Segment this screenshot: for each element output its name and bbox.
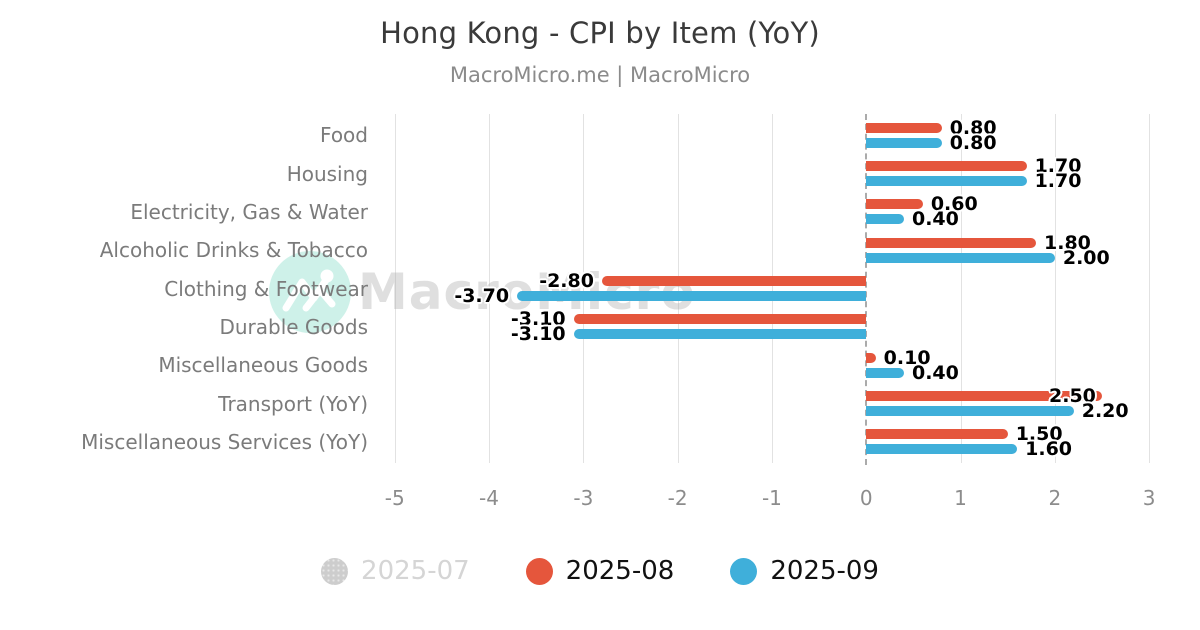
value-label: -2.80 (539, 270, 594, 292)
bar-2025-08-4[interactable] (602, 276, 867, 286)
value-label: 2.00 (1062, 246, 1110, 269)
bar-2025-08-5[interactable] (573, 314, 867, 325)
value-label: 0.40 (911, 208, 959, 231)
gridline (1149, 114, 1151, 463)
value-label: 0.60 (930, 193, 978, 216)
gridline (960, 114, 962, 463)
legend-item-2025-09[interactable]: 2025-09 (730, 556, 879, 586)
value-label: 1.70 (1034, 170, 1082, 192)
x-axis-tick-label: 0 (859, 486, 873, 510)
gridline (677, 114, 679, 463)
bar-2025-09-0[interactable] (866, 137, 942, 148)
value-label: 1.70 (1034, 155, 1082, 177)
legend-item-2025-08[interactable]: 2025-08 (525, 556, 675, 586)
gridline (583, 114, 585, 463)
legend-dot-icon (321, 557, 349, 585)
bar-2025-08-2[interactable] (866, 199, 923, 210)
value-label: 0.40 (911, 361, 959, 384)
chart-subtitle: MacroMicro.me | MacroMicro (449, 63, 751, 87)
value-label: 0.80 (949, 131, 997, 154)
bar-2025-09-2[interactable] (866, 214, 904, 225)
value-label: 2.20 (1081, 400, 1129, 422)
legend-label: 2025-08 (565, 556, 675, 586)
x-axis-tick-label: -3 (573, 486, 594, 510)
chart-title: Hong Kong - CPI by Item (YoY) (380, 16, 820, 50)
bar-2025-09-6[interactable] (866, 367, 904, 378)
x-axis-tick-label: -4 (479, 486, 499, 510)
category-label: Transport (YoY) (218, 391, 368, 416)
value-label: 2.50 (1049, 385, 1096, 407)
legend-item-2025-07[interactable]: 2025-07 (321, 556, 470, 586)
legend-label: 2025-07 (361, 556, 470, 586)
bar-2025-09-7[interactable] (866, 406, 1074, 416)
legend-dot-icon (730, 557, 758, 585)
value-label: 0.10 (883, 346, 931, 369)
bar-2025-08-1[interactable] (866, 161, 1027, 171)
gridline (394, 114, 396, 463)
bar-2025-08-3[interactable] (866, 237, 1036, 248)
zero-gridline (865, 114, 868, 465)
value-label: -3.70 (454, 285, 510, 307)
value-label: -3.10 (510, 308, 566, 331)
gridline (771, 114, 773, 463)
category-label: Electricity, Gas & Water (130, 199, 368, 224)
x-axis-tick-label: -2 (667, 486, 688, 510)
bar-2025-08-0[interactable] (866, 122, 942, 133)
value-label: 1.80 (1044, 231, 1091, 254)
legend-label: 2025-09 (770, 556, 879, 586)
legend: 2025-07 2025-08 2025-09 (0, 548, 1200, 594)
bar-2025-08-8[interactable] (866, 429, 1008, 440)
value-label: 1.60 (1025, 438, 1073, 461)
bar-2025-09-5[interactable] (573, 329, 867, 340)
category-label: Miscellaneous Goods (158, 353, 368, 378)
gridline (1054, 114, 1056, 463)
category-label: Housing (286, 161, 368, 186)
bar-2025-08-6[interactable] (866, 352, 876, 363)
value-label: 0.80 (949, 116, 997, 139)
x-axis-tick-label: 3 (1142, 486, 1156, 510)
x-axis-tick-label: -5 (384, 486, 405, 510)
x-axis-tick-label: -1 (761, 486, 782, 510)
value-label: -3.10 (510, 323, 566, 346)
bar-2025-09-4[interactable] (517, 291, 867, 301)
value-label: 1.50 (1015, 423, 1063, 446)
bar-2025-09-8[interactable] (866, 444, 1018, 455)
gridline (489, 114, 491, 463)
category-label: Durable Goods (219, 314, 368, 339)
category-label: Clothing & Footwear (164, 276, 368, 301)
bar-2025-09-3[interactable] (866, 252, 1055, 263)
bar-2025-09-1[interactable] (866, 176, 1027, 186)
legend-dot-icon (525, 557, 553, 585)
x-axis-tick-label: 1 (954, 486, 967, 510)
category-label: Alcoholic Drinks & Tobacco (99, 238, 368, 263)
x-axis-tick-label: 2 (1048, 486, 1062, 510)
category-label: Miscellaneous Services (YoY) (81, 429, 368, 454)
bar-2025-08-7[interactable] (866, 391, 1103, 401)
category-label: Food (320, 123, 368, 148)
